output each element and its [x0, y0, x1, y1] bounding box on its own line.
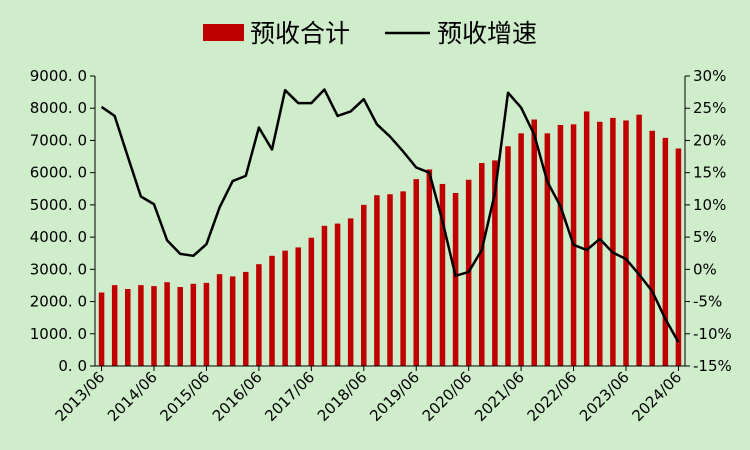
bar: [308, 237, 315, 366]
bar: [675, 148, 682, 366]
axes: [94, 76, 686, 367]
left-tick-label: 1000. 0: [30, 325, 87, 343]
bar: [479, 163, 485, 366]
bar: [138, 285, 144, 366]
legend-bar-label: 预收合计: [250, 19, 350, 48]
bar: [583, 111, 590, 366]
left-tick-label: 8000. 0: [30, 99, 87, 117]
bar: [347, 218, 354, 366]
right-tick-label: 25%: [693, 99, 726, 117]
bar-series: [98, 111, 682, 366]
bar: [256, 264, 262, 366]
bar: [452, 192, 459, 366]
bar: [623, 120, 629, 366]
right-axis-ticks: -15% -10% -5% 0% 5% 10% 15% 20% 25% 30%: [685, 67, 732, 375]
bar: [269, 255, 275, 366]
left-tick-label: 2000. 0: [30, 293, 87, 311]
left-tick-label: 6000. 0: [30, 164, 87, 182]
bar: [361, 204, 367, 366]
bar: [544, 133, 551, 366]
bar: [321, 225, 328, 366]
bar: [295, 247, 301, 366]
bar: [610, 117, 616, 366]
left-tick-label: 9000. 0: [30, 67, 87, 85]
bar: [229, 276, 236, 366]
bar: [98, 292, 105, 366]
bar: [505, 146, 511, 366]
left-tick-label: 3000. 0: [30, 260, 87, 278]
bar: [282, 250, 288, 366]
bar: [597, 121, 603, 366]
bar: [164, 282, 170, 366]
left-tick-label: 7000. 0: [30, 131, 87, 149]
bar: [413, 179, 419, 366]
bar: [151, 286, 157, 366]
right-tick-label: 10%: [693, 196, 726, 214]
right-tick-label: 0%: [693, 260, 717, 278]
bar: [177, 287, 183, 366]
bar: [531, 119, 537, 366]
bar: [492, 160, 498, 366]
bar: [243, 271, 249, 366]
right-tick-label: 15%: [693, 164, 726, 182]
left-tick-label: 0. 0: [58, 357, 87, 375]
bar: [216, 274, 223, 366]
bar: [125, 288, 131, 366]
bar: [662, 137, 669, 366]
bar: [374, 195, 380, 366]
bar: [439, 183, 446, 366]
bar: [649, 130, 655, 366]
left-tick-label: 5000. 0: [30, 196, 87, 214]
bar: [387, 194, 393, 366]
left-axis-ticks: 0. 0 1000. 0 2000. 0 3000. 0 4000. 0 5000. 0 6…: [30, 67, 95, 375]
right-tick-label: -15%: [693, 357, 732, 375]
bar: [426, 169, 433, 366]
growth-line: [100, 88, 680, 343]
bar: [636, 114, 642, 366]
left-tick-label: 4000. 0: [30, 228, 87, 246]
bar: [400, 191, 406, 366]
bar: [334, 223, 341, 366]
bar: [203, 282, 210, 366]
right-tick-label: 30%: [693, 67, 726, 85]
right-tick-label: -10%: [693, 325, 732, 343]
bar: [518, 133, 524, 366]
right-tick-label: 20%: [693, 131, 726, 149]
right-tick-label: 5%: [693, 228, 717, 246]
legend-bar-swatch: [203, 24, 244, 41]
right-tick-label: -5%: [693, 293, 722, 311]
bar: [190, 283, 197, 366]
legend: 预收合计 预收增速: [203, 19, 537, 48]
legend-line-label: 预收增速: [437, 19, 537, 48]
bar: [557, 124, 564, 366]
bar: [111, 285, 118, 366]
